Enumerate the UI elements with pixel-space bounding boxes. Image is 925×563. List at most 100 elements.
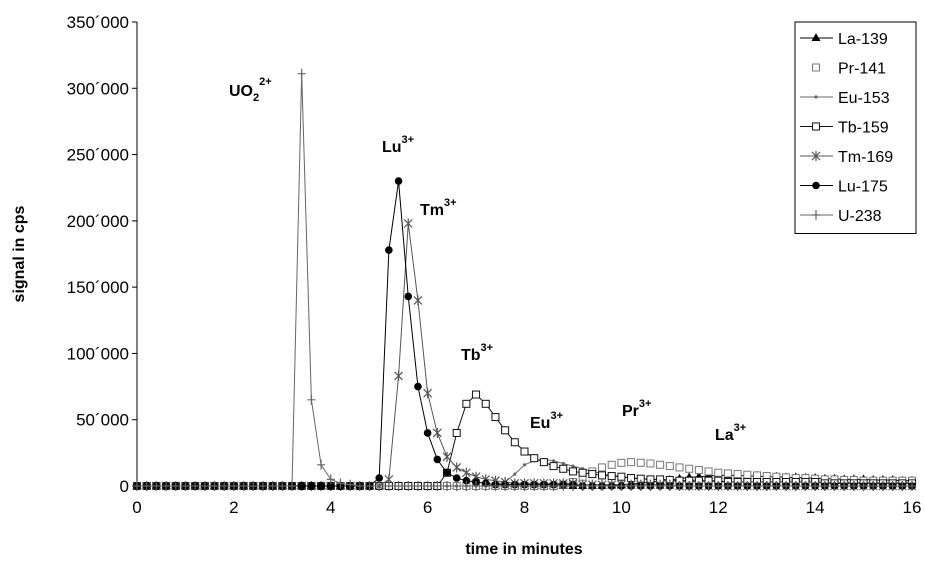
marker: [598, 471, 606, 480]
x-tick-label: 0: [132, 498, 141, 517]
marker: [743, 470, 752, 479]
y-axis-title: signal in cps: [11, 205, 28, 302]
marker: [403, 218, 413, 229]
marker: [665, 481, 674, 491]
marker: [433, 481, 442, 491]
marker: [812, 122, 820, 131]
marker: [859, 481, 868, 491]
marker: [733, 470, 742, 479]
x-tick-label: 16: [903, 498, 922, 517]
annotation-text: Lu: [382, 139, 402, 156]
marker: [898, 481, 907, 491]
marker: [812, 210, 820, 220]
marker: [743, 481, 752, 491]
annotation-sup: 3+: [639, 398, 652, 410]
marker: [723, 469, 732, 478]
marker: [762, 481, 771, 491]
marker: [522, 463, 527, 467]
marker: [869, 481, 878, 491]
marker: [588, 481, 597, 491]
marker: [442, 451, 452, 462]
marker: [326, 482, 335, 490]
marker: [481, 481, 490, 491]
marker: [181, 481, 190, 491]
marker: [423, 388, 433, 399]
marker: [200, 481, 209, 491]
marker: [171, 481, 180, 491]
annotation: Tm3+: [420, 197, 457, 219]
marker: [627, 481, 636, 491]
x-axis-title: time in minutes: [465, 541, 582, 558]
marker: [501, 481, 510, 491]
marker: [307, 482, 316, 490]
marker: [462, 476, 471, 485]
marker: [375, 481, 384, 491]
annotation-sup: 3+: [402, 134, 415, 146]
marker: [461, 467, 471, 478]
annotation: UO22+: [229, 76, 272, 104]
marker: [443, 481, 451, 491]
annotation: Pr3+: [622, 398, 651, 420]
legend-label: Tm-169: [838, 149, 893, 166]
marker: [888, 481, 897, 491]
marker: [414, 382, 422, 391]
marker: [375, 474, 383, 482]
marker: [297, 482, 306, 490]
legend-label: Lu-175: [838, 179, 888, 196]
x-tick-label: 10: [612, 498, 631, 517]
marker: [384, 481, 393, 491]
marker: [307, 394, 316, 405]
marker: [694, 481, 703, 491]
marker: [704, 467, 713, 476]
legend-label: Eu-153: [838, 90, 890, 107]
marker: [607, 460, 616, 469]
annotation-text: La: [715, 427, 734, 444]
annotation-text: Tb: [461, 347, 481, 364]
marker: [452, 481, 461, 491]
annotation-text: Tm: [420, 202, 444, 219]
marker: [530, 481, 539, 491]
marker: [394, 177, 403, 185]
marker: [814, 95, 818, 99]
marker: [501, 426, 510, 435]
marker: [142, 481, 151, 491]
annotation: La3+: [715, 422, 746, 444]
marker: [513, 472, 517, 476]
annotation-sup: 3+: [550, 410, 563, 422]
marker: [239, 481, 248, 491]
marker: [598, 463, 606, 472]
marker: [617, 458, 626, 467]
marker: [559, 481, 568, 491]
marker: [191, 481, 200, 491]
legend-label: La-139: [838, 31, 888, 48]
marker: [297, 68, 306, 79]
series-line: [137, 223, 912, 487]
marker: [510, 438, 519, 447]
x-tick-label: 6: [423, 498, 432, 517]
series-line: [137, 393, 912, 487]
marker: [404, 292, 413, 301]
marker: [617, 481, 626, 491]
marker: [675, 463, 684, 472]
marker: [811, 33, 821, 41]
marker: [588, 470, 597, 479]
marker: [220, 481, 229, 491]
marker: [317, 459, 326, 470]
marker: [210, 481, 219, 491]
marker: [559, 464, 568, 473]
x-tick-label: 8: [520, 498, 529, 517]
marker: [394, 370, 403, 381]
x-tick-label: 2: [229, 498, 238, 517]
marker: [462, 399, 471, 408]
marker: [549, 481, 558, 491]
marker: [812, 181, 820, 190]
marker: [646, 459, 655, 468]
marker: [568, 481, 577, 491]
marker: [481, 399, 490, 408]
marker: [801, 481, 810, 491]
marker: [472, 390, 481, 399]
y-tick-label: 350´000: [67, 13, 129, 32]
marker: [423, 429, 432, 437]
marker: [694, 466, 703, 475]
